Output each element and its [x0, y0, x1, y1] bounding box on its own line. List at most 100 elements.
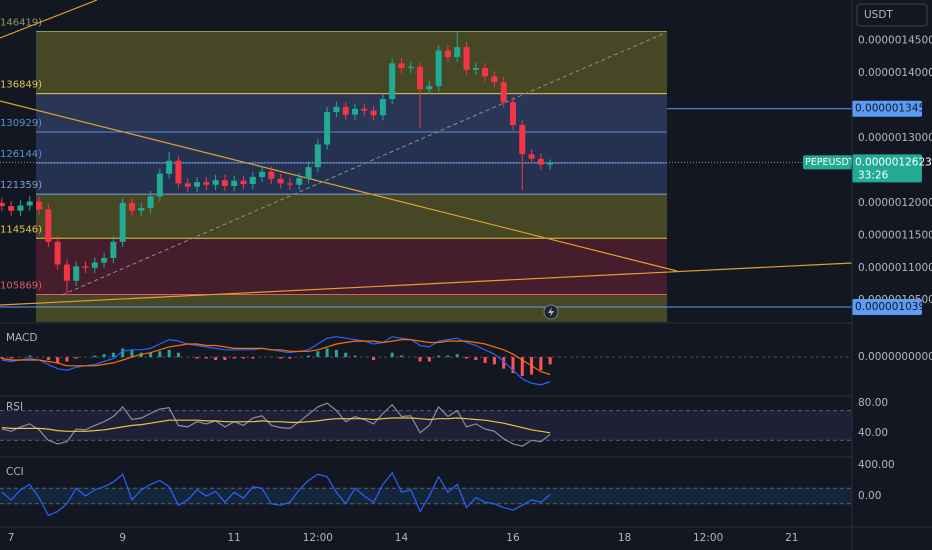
- candle-body: [17, 205, 24, 211]
- candle-body: [0, 202, 5, 207]
- last-price-box: [852, 154, 922, 183]
- candle-body: [491, 76, 498, 83]
- countdown-label: 33:26: [858, 169, 889, 181]
- candle-body: [203, 182, 210, 185]
- indicator-line: [1, 417, 551, 434]
- candle-body: [361, 108, 368, 111]
- fib-band: [36, 294, 667, 322]
- histogram-bar: [334, 349, 338, 358]
- y-tick-label: 40.00: [858, 427, 888, 439]
- currency-button[interactable]: [856, 3, 928, 27]
- histogram-bar: [65, 357, 69, 362]
- histogram-bar: [251, 357, 255, 359]
- histogram-bar: [102, 354, 106, 358]
- histogram-bar: [399, 355, 403, 358]
- candle-body: [54, 241, 61, 265]
- candle-body: [63, 264, 70, 281]
- histogram-bar: [520, 357, 524, 376]
- histogram-bar: [483, 357, 487, 363]
- candle-body: [407, 66, 414, 68]
- fib-label: 121359): [0, 180, 42, 191]
- histogram-bar: [158, 351, 162, 358]
- histogram-bar: [344, 352, 348, 358]
- candle-body: [138, 208, 145, 211]
- histogram-bar: [325, 348, 329, 358]
- histogram-bar: [56, 357, 60, 363]
- candle-body: [240, 180, 247, 185]
- histogram-bar: [46, 357, 50, 360]
- y-tick-label: 400.00: [858, 459, 895, 471]
- candle-body: [231, 180, 238, 187]
- fib-band: [36, 31, 667, 94]
- histogram-bar: [372, 357, 376, 360]
- y-tick-label: 0.00000110000: [858, 262, 932, 274]
- candle-body: [482, 67, 489, 77]
- candle-body: [547, 162, 554, 165]
- histogram-bar: [241, 357, 245, 359]
- histogram-bar: [232, 357, 236, 359]
- candle-body: [426, 86, 433, 90]
- histogram-bar: [214, 357, 218, 360]
- candle-body: [444, 50, 451, 57]
- histogram-bar: [28, 355, 32, 358]
- histogram-bar: [223, 357, 227, 360]
- x-tick-label: 9: [119, 532, 126, 544]
- last-price-label: 0.00000126235: [855, 156, 932, 168]
- histogram-bar: [446, 355, 450, 358]
- alert-icon-bolt: [548, 307, 554, 317]
- candle-body: [268, 171, 275, 179]
- histogram-bar: [9, 357, 13, 359]
- trend-line: [0, 0, 98, 39]
- candle-body: [259, 171, 266, 177]
- candle-body: [463, 47, 470, 70]
- candle-body: [36, 201, 43, 210]
- histogram-bar: [93, 355, 97, 358]
- indicator-band: [0, 410, 852, 441]
- candle-body: [352, 108, 359, 115]
- indicator-line: [1, 471, 551, 517]
- histogram-bar: [149, 352, 153, 358]
- fib-band: [36, 194, 667, 239]
- histogram-bar: [548, 357, 552, 365]
- y-tick-label: 80.00: [858, 397, 888, 409]
- fib-label: 126144): [0, 149, 42, 160]
- trend-line: [0, 100, 678, 272]
- histogram-bar: [465, 357, 469, 359]
- candle-body: [528, 154, 535, 159]
- candle-body: [324, 112, 331, 145]
- indicator-line: [1, 336, 551, 386]
- candle-body: [370, 110, 377, 116]
- indicator-title: CCI: [6, 466, 24, 478]
- candle-body: [286, 183, 293, 185]
- candle-body: [314, 144, 321, 168]
- x-tick-label: 14: [395, 532, 409, 544]
- x-tick-label: 18: [618, 532, 631, 544]
- histogram-bar: [427, 357, 431, 362]
- histogram-bar: [353, 355, 357, 358]
- candle-body: [454, 47, 461, 57]
- candle-body: [500, 82, 507, 103]
- fib-band: [36, 238, 667, 295]
- x-tick-label: 16: [506, 532, 520, 544]
- indicator-title: MACD: [6, 332, 37, 344]
- candle-body: [333, 106, 340, 113]
- x-tick-label: 12:00: [303, 532, 333, 544]
- candle-body: [435, 50, 442, 87]
- candle-body: [175, 160, 182, 184]
- candle-body: [101, 258, 108, 263]
- candle-body: [194, 182, 201, 187]
- x-tick-label: 21: [785, 532, 798, 544]
- symbol-label: PEPEUSDT: [805, 157, 855, 168]
- candle-body: [156, 173, 163, 197]
- symbol-box: [803, 155, 852, 170]
- candle-body: [110, 241, 117, 259]
- histogram-bar: [418, 357, 422, 362]
- candle-body: [519, 125, 526, 155]
- histogram-bar: [316, 351, 320, 358]
- candle-body: [305, 167, 312, 179]
